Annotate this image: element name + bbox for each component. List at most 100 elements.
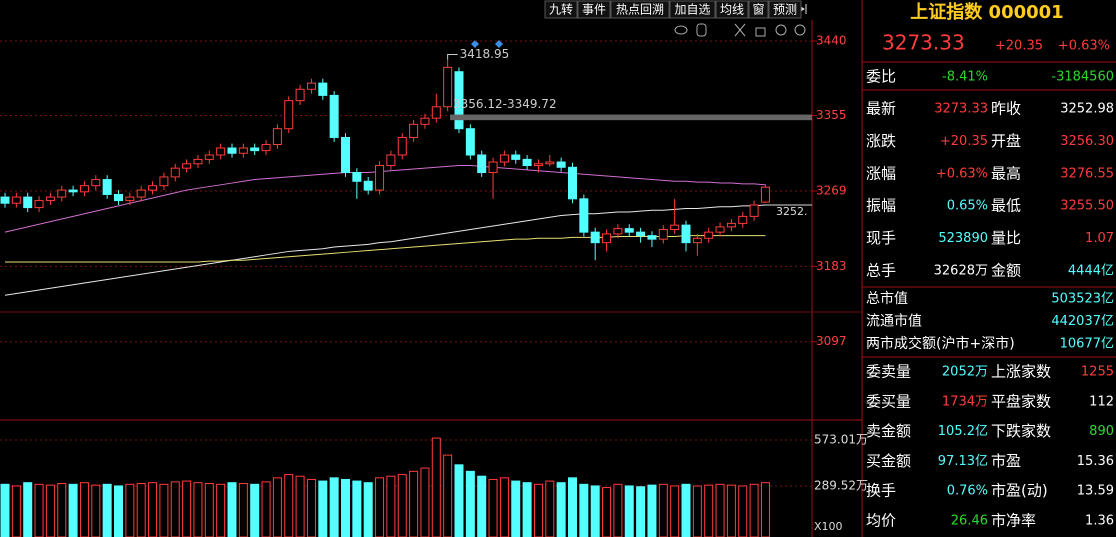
candle-body bbox=[522, 158, 532, 167]
volume-bar bbox=[386, 475, 396, 537]
candle-body bbox=[238, 147, 248, 154]
toolbar-label[interactable]: 预测 bbox=[773, 3, 797, 17]
candle-body bbox=[511, 154, 521, 160]
row-value: 15.36 bbox=[1077, 454, 1114, 469]
candle-body bbox=[658, 229, 668, 240]
volume-bar bbox=[261, 481, 271, 537]
row-value: 3255.50 bbox=[1060, 199, 1114, 214]
row-label: 卖金额 bbox=[866, 422, 911, 440]
row-label: 量比 bbox=[991, 229, 1021, 247]
candle-body bbox=[715, 226, 725, 233]
volume-bar bbox=[136, 483, 146, 537]
volume-bar bbox=[216, 483, 226, 537]
volume-bar bbox=[556, 482, 566, 537]
peak-pointer bbox=[447, 53, 458, 60]
candle-body bbox=[216, 147, 226, 156]
volume-bar bbox=[204, 483, 214, 537]
volume-bar bbox=[375, 477, 385, 537]
volume-bar bbox=[488, 478, 498, 537]
candle-body bbox=[738, 215, 748, 224]
row-value: -8.41% bbox=[942, 70, 988, 85]
volume-bar bbox=[284, 474, 294, 537]
y-tick-label: 289.52万 bbox=[814, 479, 868, 493]
volume-bar bbox=[738, 485, 748, 537]
event-marker[interactable] bbox=[471, 40, 503, 48]
toolbar-button[interactable] bbox=[577, 0, 611, 19]
candle-body bbox=[193, 158, 203, 165]
candle-body bbox=[533, 163, 543, 167]
volume-bar bbox=[431, 437, 441, 537]
candle-body bbox=[170, 167, 180, 178]
toolbar-button[interactable] bbox=[715, 0, 749, 19]
row-label: 金额 bbox=[991, 262, 1021, 280]
volume-bar bbox=[602, 487, 612, 537]
row-value: 0.76% bbox=[947, 484, 988, 499]
candle-body bbox=[613, 228, 623, 235]
row-label: 两市成交额(沪市+深市) bbox=[866, 335, 1015, 352]
candle-body bbox=[602, 233, 612, 244]
toolbar-label[interactable]: 均线 bbox=[720, 3, 744, 17]
volume-bar bbox=[250, 483, 260, 537]
toolbar-label[interactable]: 窗 bbox=[752, 3, 764, 17]
candle-body bbox=[556, 161, 566, 168]
row-value: 26.46 bbox=[951, 514, 988, 529]
toolbar-button[interactable] bbox=[768, 0, 802, 19]
cut-icon[interactable] bbox=[734, 23, 746, 37]
candle-body bbox=[329, 94, 339, 138]
row-value: 97.13亿 bbox=[938, 454, 988, 469]
candle-body bbox=[227, 147, 237, 154]
volume-bar bbox=[465, 470, 475, 537]
row-value: -3184560 bbox=[1051, 70, 1114, 85]
candle-body bbox=[148, 185, 158, 191]
row-label: 涨跌 bbox=[866, 132, 896, 150]
moving-average bbox=[4, 204, 766, 296]
candle-body bbox=[318, 82, 328, 96]
toolbar-button[interactable] bbox=[748, 0, 769, 19]
volume-bar bbox=[613, 483, 623, 537]
volume-bar bbox=[647, 484, 657, 537]
candle-body bbox=[341, 136, 350, 174]
row-value: 10677亿 bbox=[1060, 337, 1114, 352]
volume-bar bbox=[681, 483, 691, 537]
zoom-out-icon[interactable] bbox=[794, 24, 806, 36]
volume-bar bbox=[23, 482, 33, 537]
row-label: 上涨家数 bbox=[991, 363, 1051, 381]
toolbar-button[interactable] bbox=[544, 0, 578, 19]
candle-body bbox=[182, 163, 192, 169]
volume-bar bbox=[760, 482, 770, 537]
volume-bar bbox=[658, 483, 668, 537]
candle-body bbox=[45, 196, 55, 202]
row-label: 现手 bbox=[866, 229, 896, 247]
candle-body bbox=[91, 179, 101, 187]
candle-body bbox=[636, 231, 646, 237]
peak-label: 3418.95 bbox=[460, 47, 510, 61]
toolbar-label[interactable]: 加自选 bbox=[674, 3, 710, 17]
volume-bar bbox=[45, 484, 55, 537]
hand-icon[interactable] bbox=[696, 23, 707, 37]
volume-bar bbox=[511, 480, 521, 537]
row-label: 市盈(动) bbox=[991, 482, 1048, 500]
row-value: 13.59 bbox=[1077, 484, 1114, 499]
candle-body bbox=[375, 165, 385, 191]
volume-bar bbox=[79, 482, 89, 537]
volume-bar bbox=[57, 483, 67, 537]
tool-icons bbox=[674, 23, 806, 37]
volume-bar bbox=[499, 477, 509, 537]
toolbar-label[interactable]: 事件 bbox=[582, 3, 606, 17]
toolbar-button[interactable] bbox=[669, 0, 716, 19]
eye-icon[interactable] bbox=[674, 25, 688, 35]
y-tick-label: 3269 bbox=[816, 183, 847, 197]
row-label: 总市值 bbox=[866, 290, 908, 307]
toolbar-button[interactable] bbox=[610, 0, 670, 19]
volume-bar bbox=[238, 483, 248, 537]
lock-icon[interactable] bbox=[755, 27, 766, 37]
volume-bar bbox=[545, 480, 555, 537]
toolbar-label[interactable]: 热点回溯 bbox=[616, 2, 664, 17]
zoom-in-icon[interactable] bbox=[775, 24, 787, 36]
row-label: 市净率 bbox=[991, 512, 1036, 530]
toolbar-label[interactable]: 九转 bbox=[549, 2, 573, 17]
candle-body bbox=[102, 179, 112, 195]
candle-body bbox=[749, 204, 759, 217]
candle-body bbox=[409, 123, 419, 138]
